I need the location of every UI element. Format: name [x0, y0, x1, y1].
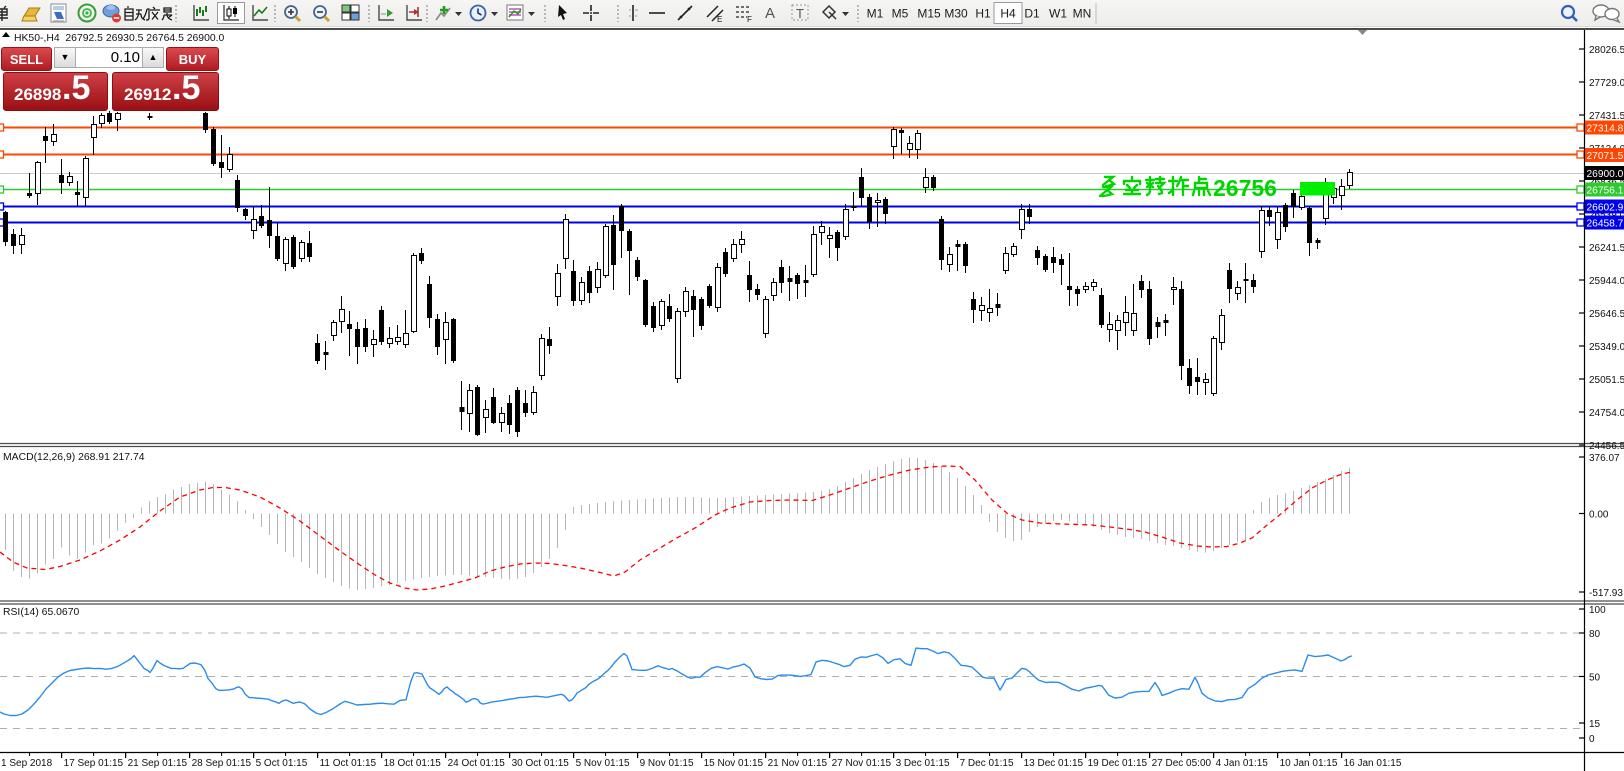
svg-text:25646.5: 25646.5 — [1589, 309, 1624, 320]
svg-text:-517.93: -517.93 — [1589, 588, 1623, 599]
svg-text:21 Nov 01:15: 21 Nov 01:15 — [768, 758, 828, 769]
svg-text:M1: M1 — [867, 7, 884, 21]
svg-text:F: F — [747, 15, 752, 24]
svg-text:24754.0: 24754.0 — [1589, 408, 1624, 419]
svg-text:0.00: 0.00 — [1589, 509, 1609, 520]
svg-text:26241.5: 26241.5 — [1589, 243, 1624, 254]
svg-text:26756.1: 26756.1 — [1587, 186, 1624, 197]
svg-text:30 Oct 01:15: 30 Oct 01:15 — [512, 758, 570, 769]
svg-text:28 Sep 01:15: 28 Sep 01:15 — [192, 758, 252, 769]
svg-text:MACD(12,26,9) 268.91 217.74: MACD(12,26,9) 268.91 217.74 — [3, 452, 145, 463]
svg-text:25051.5: 25051.5 — [1589, 375, 1624, 386]
svg-text:50: 50 — [1589, 672, 1601, 683]
svg-text:19 Dec 01:15: 19 Dec 01:15 — [1088, 758, 1148, 769]
svg-text:27431.5: 27431.5 — [1589, 111, 1624, 122]
svg-text:25349.0: 25349.0 — [1589, 342, 1624, 353]
svg-text:HK50-,H4 26792.5 26930.5 2676: HK50-,H4 26792.5 26930.5 26764.5 26900.0 — [14, 33, 225, 44]
svg-text:80: 80 — [1589, 629, 1601, 640]
svg-text:H4: H4 — [1000, 7, 1016, 21]
svg-text:10 Jan 01:15: 10 Jan 01:15 — [1280, 758, 1338, 769]
svg-text:27 Nov 01:15: 27 Nov 01:15 — [832, 758, 892, 769]
svg-text:27314.8: 27314.8 — [1587, 124, 1624, 135]
svg-text:18 Oct 01:15: 18 Oct 01:15 — [384, 758, 442, 769]
svg-text:21 Sep 01:15: 21 Sep 01:15 — [128, 758, 188, 769]
svg-text:7 Dec 01:15: 7 Dec 01:15 — [960, 758, 1014, 769]
svg-text:27729.0: 27729.0 — [1589, 78, 1624, 89]
svg-text:26900.0: 26900.0 — [1587, 169, 1624, 180]
svg-text:H1: H1 — [975, 7, 991, 21]
svg-text:26602.9: 26602.9 — [1587, 203, 1624, 214]
svg-text:MN: MN — [1073, 7, 1092, 21]
svg-text:24 Oct 01:15: 24 Oct 01:15 — [448, 758, 506, 769]
svg-text:13 Dec 01:15: 13 Dec 01:15 — [1024, 758, 1084, 769]
svg-text:15: 15 — [1589, 719, 1601, 730]
svg-text:26756: 26756 — [1213, 175, 1277, 201]
svg-text:26836.5: 26836.5 — [1589, 177, 1624, 188]
svg-text:A: A — [765, 5, 775, 22]
svg-text:25944.0: 25944.0 — [1589, 276, 1624, 287]
svg-text:15 Nov 01:15: 15 Nov 01:15 — [704, 758, 764, 769]
svg-text:100: 100 — [1589, 605, 1606, 616]
svg-text:28026.5: 28026.5 — [1589, 45, 1624, 56]
svg-text:M15: M15 — [917, 7, 941, 21]
svg-text:17 Sep 01:15: 17 Sep 01:15 — [64, 758, 124, 769]
svg-text:RSI(14) 65.0670: RSI(14) 65.0670 — [3, 607, 79, 618]
svg-text:1 Sep 2018: 1 Sep 2018 — [1, 758, 53, 769]
svg-text:0: 0 — [1589, 734, 1595, 745]
svg-text:4 Jan 01:15: 4 Jan 01:15 — [1216, 758, 1269, 769]
svg-text:M5: M5 — [892, 7, 909, 21]
svg-text:26539.0: 26539.0 — [1589, 210, 1624, 221]
svg-text:5 Nov 01:15: 5 Nov 01:15 — [576, 758, 630, 769]
svg-text:5 Oct 01:15: 5 Oct 01:15 — [256, 758, 308, 769]
svg-text:27071.5: 27071.5 — [1587, 151, 1624, 162]
svg-text:E: E — [717, 15, 722, 24]
svg-text:3 Dec 01:15: 3 Dec 01:15 — [896, 758, 950, 769]
svg-text:T: T — [796, 6, 804, 21]
svg-text:376.07: 376.07 — [1589, 453, 1620, 464]
svg-text:D1: D1 — [1024, 7, 1040, 21]
svg-text:24456.5: 24456.5 — [1589, 441, 1624, 452]
svg-text:W1: W1 — [1049, 7, 1067, 21]
svg-text:M30: M30 — [944, 7, 968, 21]
svg-text:27 Dec 05:00: 27 Dec 05:00 — [1152, 758, 1212, 769]
svg-text:11 Oct 01:15: 11 Oct 01:15 — [320, 758, 377, 769]
svg-text:26458.7: 26458.7 — [1587, 219, 1624, 230]
svg-text:9 Nov 01:15: 9 Nov 01:15 — [640, 758, 694, 769]
svg-text:16 Jan 01:15: 16 Jan 01:15 — [1344, 758, 1402, 769]
